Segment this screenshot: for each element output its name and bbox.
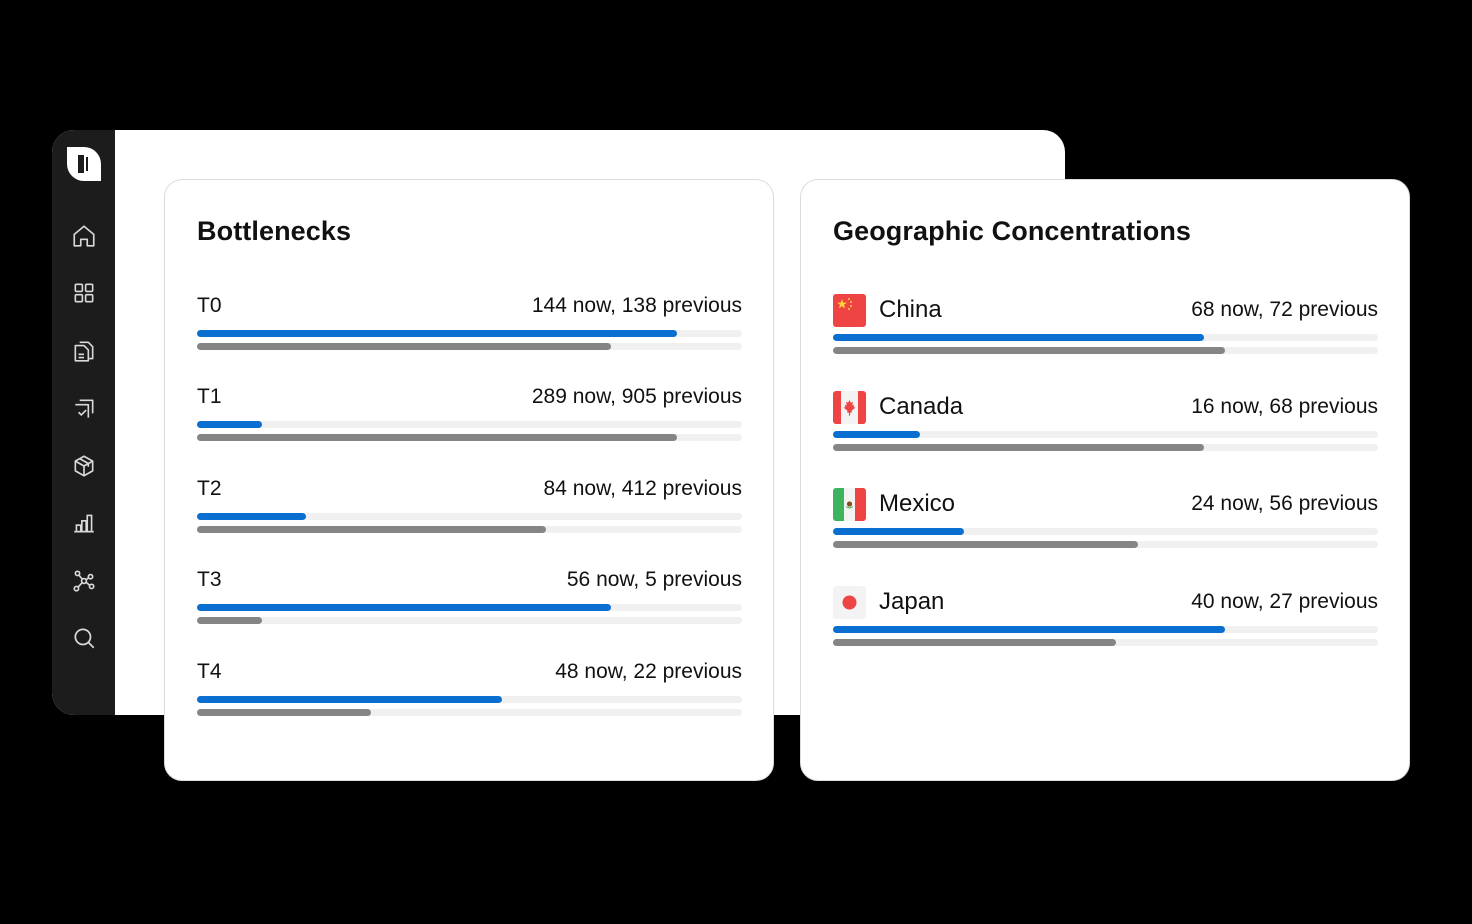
now-bar — [833, 334, 1204, 341]
previous-bar — [197, 617, 263, 624]
now-bar-track — [197, 604, 742, 611]
bottleneck-row-t2: T2 84 now, 412 previous — [197, 477, 742, 533]
geographic-title: Geographic Concentrations — [833, 216, 1192, 246]
previous-bar — [833, 347, 1226, 354]
row-value: 289 now, 905 previous — [531, 385, 742, 408]
now-bar — [197, 330, 677, 337]
now-bar-track — [833, 334, 1378, 341]
now-bar-track — [197, 696, 742, 703]
now-bar — [197, 513, 306, 520]
row-label: T3 — [197, 568, 222, 591]
geographic-concentrations-card: Geographic Concentrations China 68 now, … — [800, 179, 1410, 781]
previous-bar — [197, 343, 612, 350]
now-bar — [833, 431, 921, 438]
previous-bar-track — [197, 343, 742, 350]
country-name: Japan — [879, 588, 945, 615]
bottlenecks-card: Bottlenecks T0 144 now, 138 previous T1 … — [164, 179, 774, 781]
row-value: 16 now, 68 previous — [1191, 395, 1378, 418]
now-bar-track — [197, 330, 742, 337]
japan-flag-icon — [833, 586, 866, 619]
row-value: 144 now, 138 previous — [531, 294, 742, 317]
row-value: 84 now, 412 previous — [543, 477, 742, 500]
previous-bar-track — [197, 434, 742, 441]
country-name: China — [879, 296, 942, 323]
search-icon[interactable] — [71, 625, 97, 651]
now-bar-track — [833, 626, 1378, 633]
row-value: 24 now, 56 previous — [1191, 492, 1378, 515]
row-value: 56 now, 5 previous — [566, 568, 742, 591]
previous-bar — [197, 526, 546, 533]
bottleneck-row-t1: T1 289 now, 905 previous — [197, 385, 742, 441]
previous-bar-track — [197, 617, 742, 624]
now-bar-track — [833, 528, 1378, 535]
previous-bar-track — [197, 709, 742, 716]
geo-row-mexico: Mexico 24 now, 56 previous — [833, 488, 1378, 548]
now-bar-track — [833, 431, 1378, 438]
logo-icon[interactable] — [66, 146, 102, 182]
previous-bar — [197, 709, 372, 716]
row-value: 48 now, 22 previous — [555, 660, 742, 683]
row-label: T4 — [197, 660, 222, 683]
now-bar-track — [197, 421, 742, 428]
geo-row-china: China 68 now, 72 previous — [833, 294, 1378, 354]
row-label: T0 — [197, 294, 222, 317]
previous-bar-track — [833, 541, 1378, 548]
row-label: T1 — [197, 385, 222, 408]
bottleneck-row-t0: T0 144 now, 138 previous — [197, 294, 742, 350]
now-bar — [833, 626, 1226, 633]
previous-bar-track — [197, 526, 742, 533]
previous-bar-track — [833, 444, 1378, 451]
country-name: Mexico — [879, 490, 956, 517]
previous-bar-track — [833, 347, 1378, 354]
bottleneck-row-t4: T4 48 now, 22 previous — [197, 660, 742, 716]
country-name: Canada — [879, 393, 964, 420]
previous-bar — [833, 444, 1204, 451]
network-icon[interactable] — [71, 568, 97, 594]
geo-row-japan: Japan 40 now, 27 previous — [833, 586, 1378, 646]
now-bar — [833, 528, 964, 535]
geo-row-canada: Canada 16 now, 68 previous — [833, 391, 1378, 451]
grid-icon[interactable] — [71, 280, 97, 306]
previous-bar-track — [833, 639, 1378, 646]
previous-bar — [197, 434, 677, 441]
previous-bar — [833, 639, 1117, 646]
now-bar — [197, 696, 503, 703]
previous-bar — [833, 541, 1139, 548]
package-icon[interactable] — [71, 453, 97, 479]
bar-chart-icon[interactable] — [71, 510, 97, 536]
sidebar — [52, 130, 115, 715]
now-bar — [197, 421, 263, 428]
documents-icon[interactable] — [71, 338, 97, 364]
row-value: 40 now, 27 previous — [1191, 590, 1378, 613]
now-bar — [197, 604, 612, 611]
bottlenecks-title: Bottlenecks — [197, 216, 352, 246]
tasks-icon[interactable] — [71, 396, 97, 422]
row-value: 68 now, 72 previous — [1191, 298, 1378, 321]
now-bar-track — [197, 513, 742, 520]
home-icon[interactable] — [71, 223, 97, 249]
canada-flag-icon — [833, 391, 866, 424]
china-flag-icon — [833, 294, 866, 327]
bottleneck-row-t3: T3 56 now, 5 previous — [197, 568, 742, 624]
mexico-flag-icon — [833, 488, 866, 521]
row-label: T2 — [197, 477, 222, 500]
